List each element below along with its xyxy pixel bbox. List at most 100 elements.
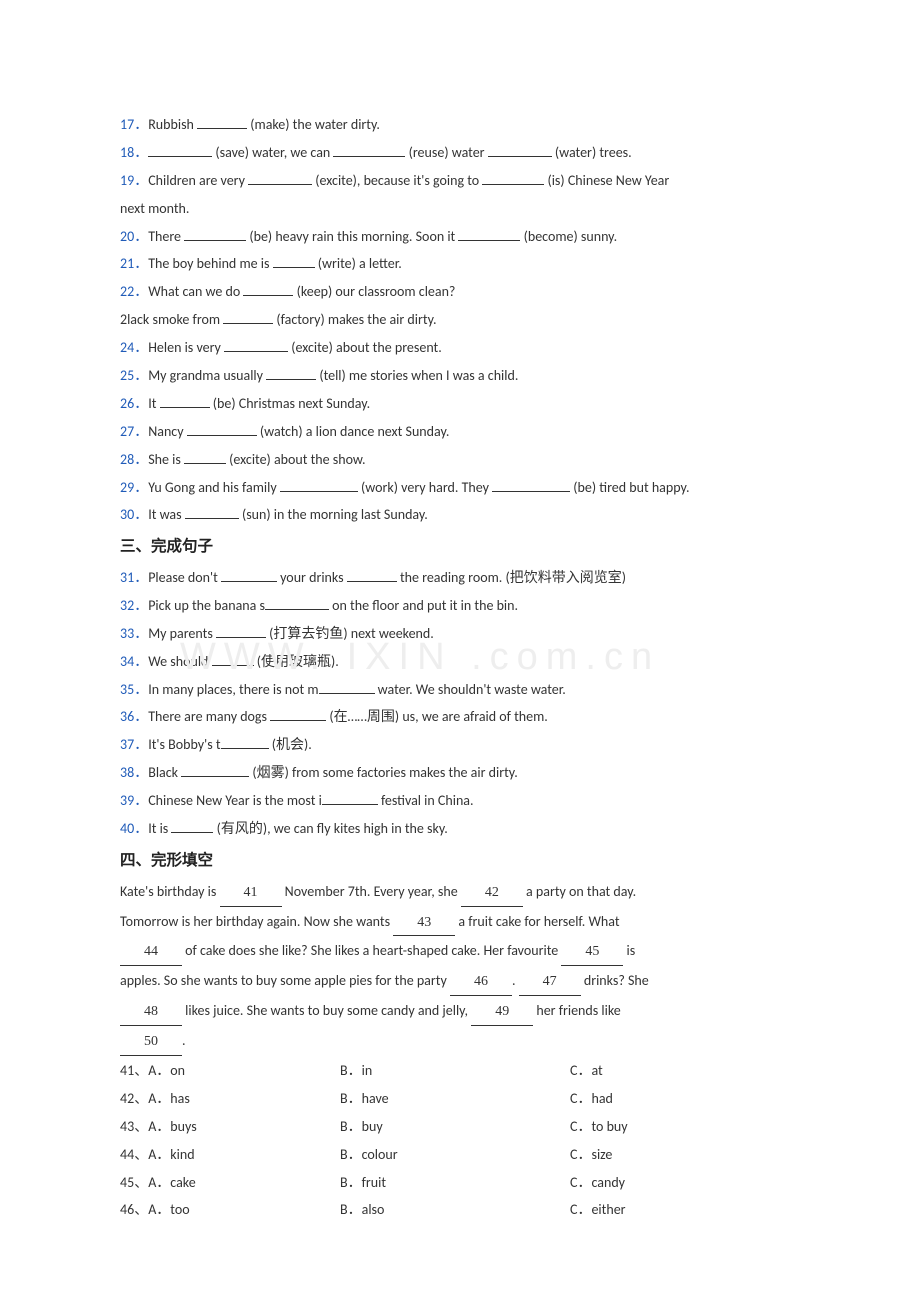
fill-blank (319, 693, 375, 694)
fill-blank (482, 184, 544, 185)
fill-word-line: 29．Yu Gong and his family (work) very ha… (120, 475, 800, 501)
cloze-blank: 46 (450, 969, 512, 996)
fill-word-line: next month. (120, 196, 800, 222)
cloze-line: Tomorrow is her birthday again. Now she … (120, 909, 800, 937)
fill-blank (458, 240, 520, 241)
mcq-option-a: 44、A．kind (120, 1142, 340, 1168)
mcq-option-a: 45、A．cake (120, 1170, 340, 1196)
section-4-heading: 四、完形填空 (120, 847, 800, 876)
fill-word-line: 21．The boy behind me is (write) a letter… (120, 251, 800, 277)
fill-blank (223, 323, 273, 324)
fill-blank (270, 720, 326, 721)
mcq-option-c: C．to buy (570, 1114, 800, 1140)
question-number: 33． (120, 625, 148, 642)
fill-word-line: 25．My grandma usually (tell) me stories … (120, 363, 800, 389)
complete-sentence-line: 34．We should (使用玻璃瓶). (120, 649, 800, 675)
fill-word-line: 26．It (be) Christmas next Sunday. (120, 391, 800, 417)
question-number: 34． (120, 653, 148, 670)
complete-sentence-line: 33．My parents (打算去钓鱼) next weekend. (120, 621, 800, 647)
mcq-option-b: B．buy (340, 1114, 570, 1140)
cloze-blank: 44 (120, 939, 182, 966)
mcq-option-c: C．candy (570, 1170, 800, 1196)
complete-sentence-line: 37．It's Bobby's t (机会). (120, 732, 800, 758)
cloze-line: 50 . (120, 1028, 800, 1056)
question-number: 25． (120, 367, 148, 384)
cloze-line: 48 likes juice. She wants to buy some ca… (120, 998, 800, 1026)
fill-blank (347, 581, 397, 582)
fill-word-line: 27．Nancy (watch) a lion dance next Sunda… (120, 419, 800, 445)
question-number: 40． (120, 820, 148, 837)
fill-blank (184, 240, 246, 241)
question-number: 30． (120, 506, 148, 523)
fill-blank (181, 776, 249, 777)
mcq-option-a: 43、A．buys (120, 1114, 340, 1140)
complete-sentence-line: 40．It is (有风的), we can fly kites high in… (120, 816, 800, 842)
fill-blank (248, 184, 312, 185)
cloze-line: 44 of cake does she like? She likes a he… (120, 938, 800, 966)
fill-blank (221, 581, 277, 582)
fill-blank (273, 267, 315, 268)
mcq-row: 42、A．hasB．haveC．had (120, 1086, 800, 1112)
fill-blank (322, 804, 378, 805)
fill-blank (185, 518, 239, 519)
fill-blank (216, 637, 266, 638)
question-number: 19． (120, 172, 148, 189)
fill-word-line: 17．Rubbish (make) the water dirty. (120, 112, 800, 138)
complete-sentence-line: 39．Chinese New Year is the most i festiv… (120, 788, 800, 814)
section-3-heading: 三、完成句子 (120, 533, 800, 562)
question-number: 35． (120, 681, 148, 698)
question-number: 29． (120, 479, 148, 496)
mcq-row: 46、A．tooB．alsoC．either (120, 1197, 800, 1223)
mcq-row: 44、A．kindB．colourC．size (120, 1142, 800, 1168)
question-number: 31． (120, 569, 148, 586)
page-content: 17．Rubbish (make) the water dirty.18． (s… (0, 0, 920, 1285)
question-number: 24． (120, 339, 148, 356)
question-number: 26． (120, 395, 148, 412)
cloze-blank: 45 (561, 939, 623, 966)
mcq-option-c: C．either (570, 1197, 800, 1223)
fill-blank (184, 463, 226, 464)
fill-word-line: 30．It was (sun) in the morning last Sund… (120, 502, 800, 528)
cloze-blank: 41 (220, 880, 282, 907)
fill-blank (492, 491, 570, 492)
question-number: 18． (120, 144, 148, 161)
fill-word-line: 24．Helen is very (excite) about the pres… (120, 335, 800, 361)
cloze-blank: 50 (120, 1029, 182, 1056)
question-number: 32． (120, 597, 148, 614)
question-number: 37． (120, 736, 148, 753)
mcq-option-b: B．colour (340, 1142, 570, 1168)
mcq-option-a: 42、A．has (120, 1086, 340, 1112)
question-number: 21． (120, 255, 148, 272)
cloze-blank: 43 (393, 910, 455, 937)
mcq-option-a: 46、A．too (120, 1197, 340, 1223)
mcq-option-c: C．size (570, 1142, 800, 1168)
question-number: 20． (120, 228, 148, 245)
fill-blank (212, 665, 254, 666)
mcq-option-b: B．fruit (340, 1170, 570, 1196)
cloze-blank: 48 (120, 999, 182, 1026)
mcq-option-c: C．at (570, 1058, 800, 1084)
fill-word-line: 28．She is (excite) about the show. (120, 447, 800, 473)
fill-word-line: 22．What can we do (keep) our classroom c… (120, 279, 800, 305)
question-number: 17． (120, 116, 148, 133)
fill-blank (266, 379, 316, 380)
fill-blank (221, 748, 269, 749)
question-number: 28． (120, 451, 148, 468)
fill-word-line: 2lack smoke from (factory) makes the air… (120, 307, 800, 333)
mcq-row: 43、A．buysB．buyC．to buy (120, 1114, 800, 1140)
fill-blank (187, 435, 257, 436)
fill-blank (333, 156, 405, 157)
question-number: 39． (120, 792, 148, 809)
fill-blank (488, 156, 552, 157)
cloze-line: apples. So she wants to buy some apple p… (120, 968, 800, 996)
fill-blank (280, 491, 358, 492)
fill-blank (224, 351, 288, 352)
complete-sentence-line: 32．Pick up the banana s on the floor and… (120, 593, 800, 619)
cloze-blank: 42 (461, 880, 523, 907)
mcq-row: 45、A．cakeB．fruitC．candy (120, 1170, 800, 1196)
cloze-line: Kate's birthday is 41 November 7th. Ever… (120, 879, 800, 907)
fill-blank (148, 156, 212, 157)
complete-sentence-line: 38．Black (烟雾) from some factories makes … (120, 760, 800, 786)
fill-blank (171, 832, 213, 833)
fill-blank (160, 407, 210, 408)
